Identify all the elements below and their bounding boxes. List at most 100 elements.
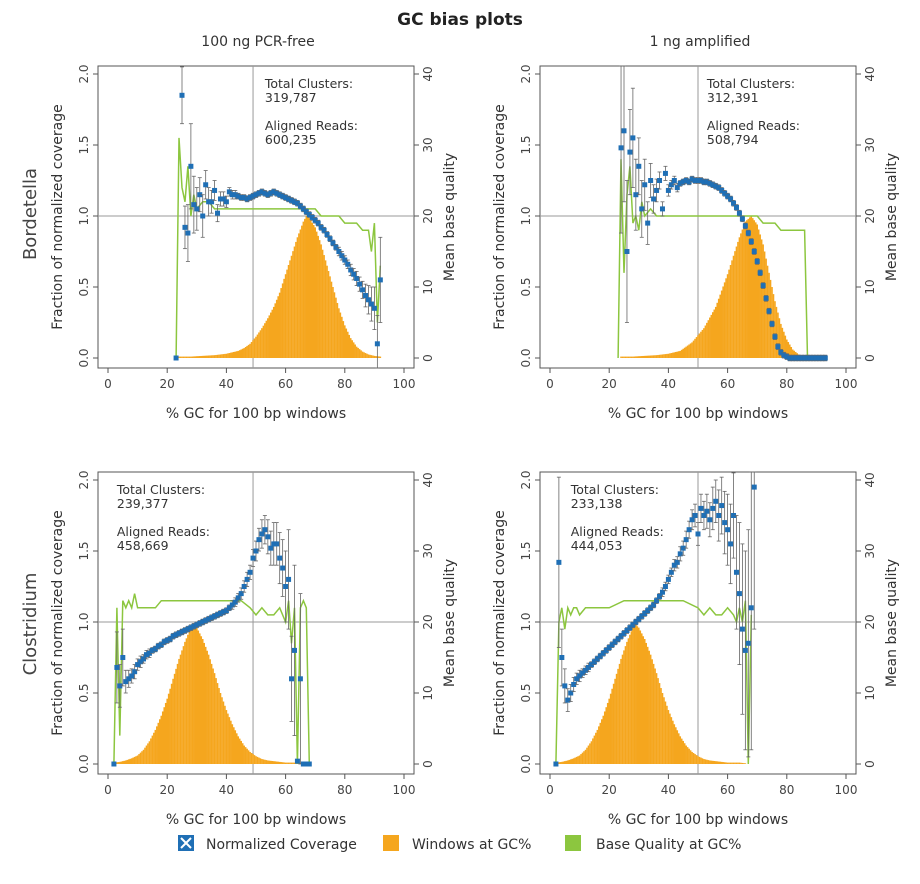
y-tick-label: 1.0: [77, 206, 91, 225]
coverage-point: [707, 180, 713, 186]
coverage-point: [321, 227, 327, 233]
coverage-point: [300, 761, 306, 767]
coverage-point: [176, 630, 182, 636]
column-title-amplified: 1 ng amplified: [650, 34, 751, 50]
coverage-point: [662, 584, 668, 589]
coverage-point: [659, 589, 665, 595]
coverage-point: [648, 178, 654, 183]
coverage-point: [716, 185, 722, 191]
coverage-point: [822, 355, 828, 361]
coverage-point: [286, 576, 292, 582]
coverage-point: [182, 224, 188, 230]
y2-tick-label: 40: [863, 472, 877, 487]
coverage-point: [185, 626, 191, 632]
coverage-point: [164, 637, 170, 643]
coverage-point: [713, 498, 719, 504]
coverage-point: [778, 349, 784, 355]
coverage-point: [294, 200, 300, 206]
coverage-point: [633, 192, 639, 198]
windows-bars: [113, 624, 305, 764]
coverage-point: [639, 613, 645, 619]
coverage-point: [733, 204, 739, 210]
coverage-point: [787, 355, 793, 361]
coverage-point: [327, 236, 333, 242]
gc-panel-1: 0 20 40 60 80 100 0.0 0.5 1.0 1.5 2.0 0 10 20 30 40 % GC…: [50, 64, 458, 422]
coverage-point: [274, 541, 280, 547]
coverage-point: [217, 196, 223, 202]
annotation-label: Total Clusters:: [570, 482, 659, 497]
y-tick-label: 1.0: [519, 612, 533, 631]
annotation-label: Aligned Reads:: [117, 524, 210, 539]
coverage-point: [615, 636, 621, 642]
coverage-point: [209, 199, 215, 205]
coverage-point: [813, 355, 819, 361]
coverage-point: [194, 206, 200, 212]
coverage-point: [226, 189, 232, 195]
coverage-point: [763, 295, 769, 301]
coverage-point: [793, 355, 799, 361]
coverage-point: [713, 183, 719, 189]
annotation-value: 312,391: [707, 90, 759, 105]
coverage-point: [229, 192, 235, 198]
coverage-point: [173, 355, 179, 361]
coverage-point: [318, 224, 324, 230]
coverage-point: [766, 308, 772, 314]
coverage-point: [365, 297, 371, 303]
coverage-point: [306, 761, 312, 767]
coverage-point: [277, 555, 283, 561]
coverage-point: [277, 192, 283, 198]
annotation-value: 319,787: [265, 90, 317, 105]
coverage-point: [668, 182, 674, 188]
coverage-point: [197, 620, 203, 626]
coverage-point: [200, 213, 206, 219]
coverage-point: [760, 283, 766, 289]
coverage-point: [289, 676, 295, 682]
y-tick-label: 1.5: [519, 135, 533, 154]
coverage-point: [209, 615, 215, 621]
coverage-point: [627, 149, 633, 155]
x-tick-label: 60: [278, 377, 293, 391]
coverage-point: [238, 591, 244, 597]
coverage-point: [241, 195, 247, 201]
y-axis-label: Fraction of normalized coverage: [492, 510, 508, 736]
x-tick-label: 100: [835, 783, 858, 797]
coverage-point: [203, 182, 209, 188]
coverage-point: [701, 179, 707, 185]
coverage-point: [143, 652, 149, 658]
coverage-point: [624, 249, 630, 254]
coverage-point: [680, 179, 686, 185]
coverage-point: [354, 275, 360, 281]
y2-tick-label: 10: [863, 279, 877, 294]
coverage-point: [161, 639, 167, 645]
coverage-point: [633, 619, 639, 625]
y-tick-label: 2.0: [519, 470, 533, 489]
coverage-point: [796, 355, 802, 361]
x-tick-label: 100: [835, 377, 858, 391]
windows-bars: [555, 624, 747, 764]
coverage-point: [256, 190, 262, 196]
y-tick-label: 1.5: [77, 541, 91, 560]
coverage-point: [262, 527, 268, 533]
coverage-point: [283, 584, 289, 589]
x-tick-label: 40: [219, 783, 234, 797]
coverage-point: [241, 584, 247, 589]
coverage-point: [645, 220, 651, 226]
coverage-point: [191, 202, 197, 208]
coverage-point: [692, 513, 698, 518]
coverage-point: [810, 355, 816, 361]
y-tick-label: 2.0: [77, 64, 91, 83]
gc-panel-2: 0 20 40 60 80 100 0.0 0.5 1.0 1.5 2.0 0 10 20 30 40 % GC…: [492, 64, 900, 422]
coverage-point: [612, 639, 618, 645]
coverage-point: [710, 505, 716, 511]
y-tick-label: 1.0: [519, 206, 533, 225]
coverage-point: [259, 531, 265, 537]
coverage-point: [751, 249, 757, 254]
coverage-point: [704, 179, 710, 185]
x-tick-label: 80: [779, 783, 794, 797]
coverage-point: [271, 541, 277, 547]
coverage-point: [748, 605, 754, 611]
coverage-point: [360, 287, 366, 293]
coverage-point: [630, 622, 636, 628]
coverage-point: [677, 551, 683, 557]
coverage-point: [757, 270, 763, 276]
